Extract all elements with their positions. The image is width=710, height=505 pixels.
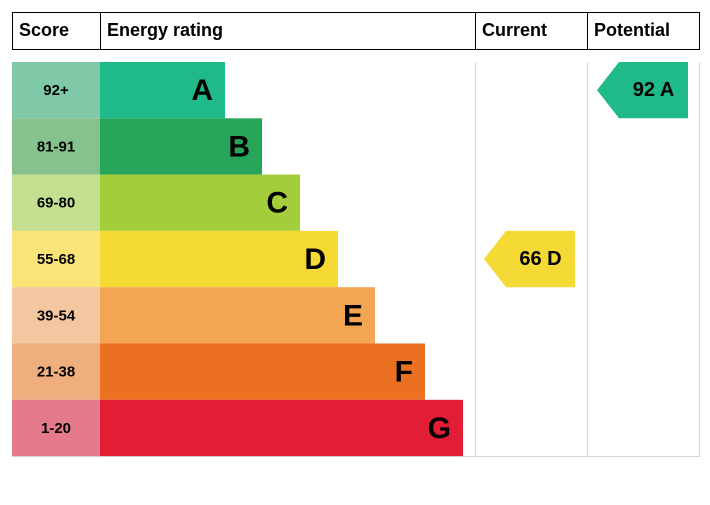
header-potential: Potential — [594, 20, 670, 40]
score-label: 81-91 — [37, 138, 75, 155]
rating-letter: E — [343, 299, 363, 332]
score-label: 1-20 — [41, 420, 71, 437]
current-label: 66 D — [519, 248, 561, 270]
header-current: Current — [482, 20, 547, 40]
current-score: 66 — [519, 248, 541, 270]
rating-bar — [100, 230, 338, 288]
rating-bar — [100, 118, 262, 175]
header-score: Score — [19, 20, 69, 40]
rating-bar — [100, 287, 375, 344]
rating-bar — [100, 399, 463, 457]
current-arrow — [484, 230, 575, 288]
score-cell — [12, 174, 100, 231]
score-label: 39-54 — [37, 307, 76, 324]
rating-letter: D — [304, 243, 326, 276]
rating-letter: G — [428, 412, 451, 445]
score-label: 69-80 — [37, 195, 75, 212]
potential-arrow — [597, 62, 688, 119]
rating-letter: F — [395, 356, 413, 389]
score-cell — [12, 230, 100, 288]
score-label: 55-68 — [37, 251, 75, 268]
rating-letter: C — [266, 187, 288, 220]
score-label: 21-38 — [37, 364, 75, 381]
rating-letter: B — [228, 130, 250, 163]
rating-bar — [100, 62, 225, 119]
rating-bar — [100, 174, 300, 231]
score-cell — [12, 118, 100, 175]
potential-score: 92 — [633, 79, 655, 101]
rating-letter: A — [191, 74, 213, 107]
current-rating: D — [547, 248, 561, 270]
score-cell — [12, 62, 100, 119]
score-cell — [12, 399, 100, 457]
score-cell — [12, 287, 100, 344]
score-cell — [12, 343, 100, 400]
potential-rating: A — [660, 79, 674, 101]
potential-label: 92 A — [633, 79, 675, 101]
header-energy-rating: Energy rating — [107, 20, 223, 40]
frame — [12, 62, 700, 457]
header-box — [12, 12, 700, 50]
rating-bar — [100, 343, 425, 400]
score-label: 92+ — [43, 82, 69, 99]
